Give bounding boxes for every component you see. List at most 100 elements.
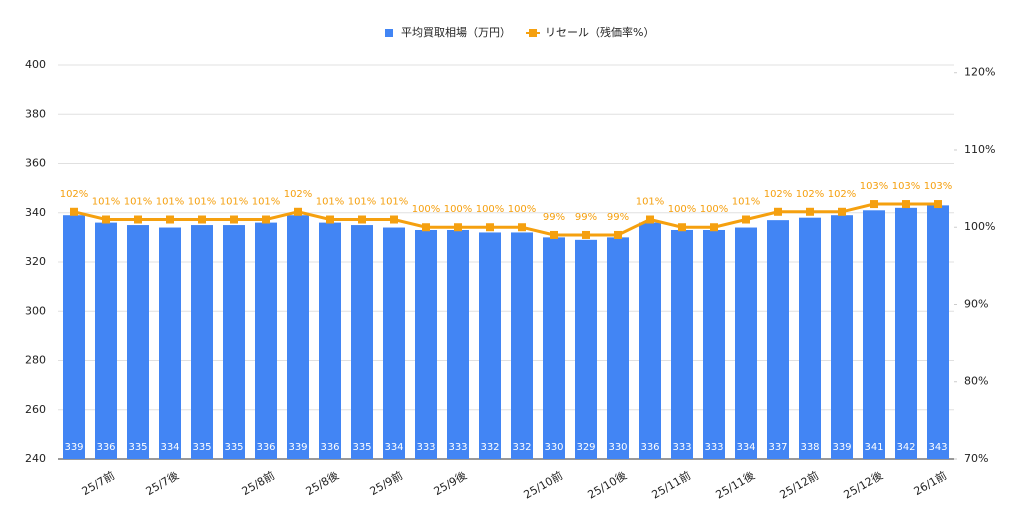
bar	[319, 222, 341, 459]
bar-value-label: 329	[576, 442, 595, 453]
bar	[479, 232, 501, 459]
bar	[223, 225, 245, 459]
x-tick-label: 25/11前	[649, 468, 693, 501]
line-value-label: 101%	[124, 197, 153, 208]
line-value-label: 102%	[796, 189, 825, 200]
line-value-label: 102%	[828, 189, 857, 200]
line-value-label: 103%	[860, 181, 889, 192]
line-point	[550, 230, 558, 239]
x-tick-label: 25/7前	[79, 468, 117, 498]
y2-tick-label: 90%	[964, 297, 988, 310]
line-value-label: 102%	[60, 189, 89, 200]
y2-tick-label: 100%	[964, 220, 995, 233]
y-tick-label: 280	[25, 354, 46, 367]
bar-value-label: 333	[416, 442, 435, 453]
bar	[95, 222, 117, 459]
y-tick-label: 260	[25, 403, 46, 416]
line-value-label: 101%	[188, 197, 217, 208]
bar	[159, 227, 181, 459]
line-point	[486, 223, 494, 232]
bar-value-label: 336	[640, 442, 659, 453]
bar	[511, 232, 533, 459]
bar	[415, 229, 437, 459]
line-point	[134, 215, 142, 224]
bar-value-label: 334	[384, 442, 403, 453]
line-point	[422, 223, 430, 232]
bar	[255, 222, 277, 459]
bar	[607, 237, 629, 459]
x-tick-label: 25/9後	[431, 468, 469, 498]
bar-value-label: 330	[608, 442, 627, 453]
bar	[927, 205, 949, 459]
x-tick-label: 25/12前	[777, 468, 821, 501]
bar-value-label: 333	[672, 442, 691, 453]
y-tick-label: 380	[25, 107, 46, 120]
bar	[671, 229, 693, 459]
line-value-label: 101%	[316, 197, 345, 208]
line-value-label: 103%	[924, 181, 953, 192]
bar	[703, 229, 725, 459]
line-value-label: 102%	[284, 189, 313, 200]
bar-value-label: 332	[512, 442, 531, 453]
bar	[575, 239, 597, 459]
x-tick-label: 25/10前	[521, 468, 565, 501]
line-point	[838, 207, 846, 216]
bar	[735, 227, 757, 459]
line-point	[934, 200, 942, 209]
bar	[287, 215, 309, 459]
y2-tick-label: 120%	[964, 66, 995, 79]
bar	[447, 229, 469, 459]
bar-value-label: 334	[160, 442, 179, 453]
x-tick-label: 25/12後	[841, 468, 885, 501]
line-point	[294, 207, 302, 216]
bar	[351, 225, 373, 459]
bar-value-label: 333	[448, 442, 467, 453]
x-tick-label: 25/7後	[143, 468, 181, 498]
line-point	[902, 200, 910, 209]
line-point	[326, 215, 334, 224]
bar	[767, 220, 789, 459]
bar	[543, 237, 565, 459]
x-tick-label: 25/10後	[585, 468, 629, 501]
line-point	[710, 223, 718, 232]
line-value-label: 100%	[508, 204, 537, 215]
line-point	[70, 207, 78, 216]
bar-value-label: 335	[192, 442, 211, 453]
line-value-label: 101%	[252, 197, 281, 208]
line-point	[678, 223, 686, 232]
bar-value-label: 335	[128, 442, 147, 453]
line-value-label: 100%	[700, 204, 729, 215]
bar-value-label: 336	[96, 442, 115, 453]
bar-value-label: 335	[224, 442, 243, 453]
bar-value-label: 343	[928, 442, 947, 453]
line-value-label: 99%	[543, 212, 565, 223]
line-value-label: 99%	[607, 212, 629, 223]
y2-tick-label: 80%	[964, 375, 988, 388]
line-point	[582, 230, 590, 239]
line-point	[646, 215, 654, 224]
bar-value-label: 330	[544, 442, 563, 453]
line-value-label: 101%	[732, 197, 761, 208]
bar-value-label: 337	[768, 442, 787, 453]
x-tick-label: 25/9前	[367, 468, 405, 498]
line-point	[614, 230, 622, 239]
line-value-label: 101%	[380, 197, 409, 208]
line-value-label: 102%	[764, 189, 793, 200]
y2-tick-label: 70%	[964, 452, 988, 465]
line-point	[166, 215, 174, 224]
bar-value-label: 332	[480, 442, 499, 453]
line-point	[390, 215, 398, 224]
y-tick-label: 300	[25, 304, 46, 317]
line-point	[262, 215, 270, 224]
y-tick-label: 340	[25, 206, 46, 219]
bar-value-label: 338	[800, 442, 819, 453]
bar	[63, 215, 85, 459]
line-value-label: 101%	[348, 197, 377, 208]
line-point	[358, 215, 366, 224]
bar-value-label: 336	[320, 442, 339, 453]
line-point	[454, 223, 462, 232]
line	[73, 202, 938, 237]
y-tick-label: 240	[25, 452, 46, 465]
legend-label: リセール（残価率%）	[545, 25, 654, 39]
